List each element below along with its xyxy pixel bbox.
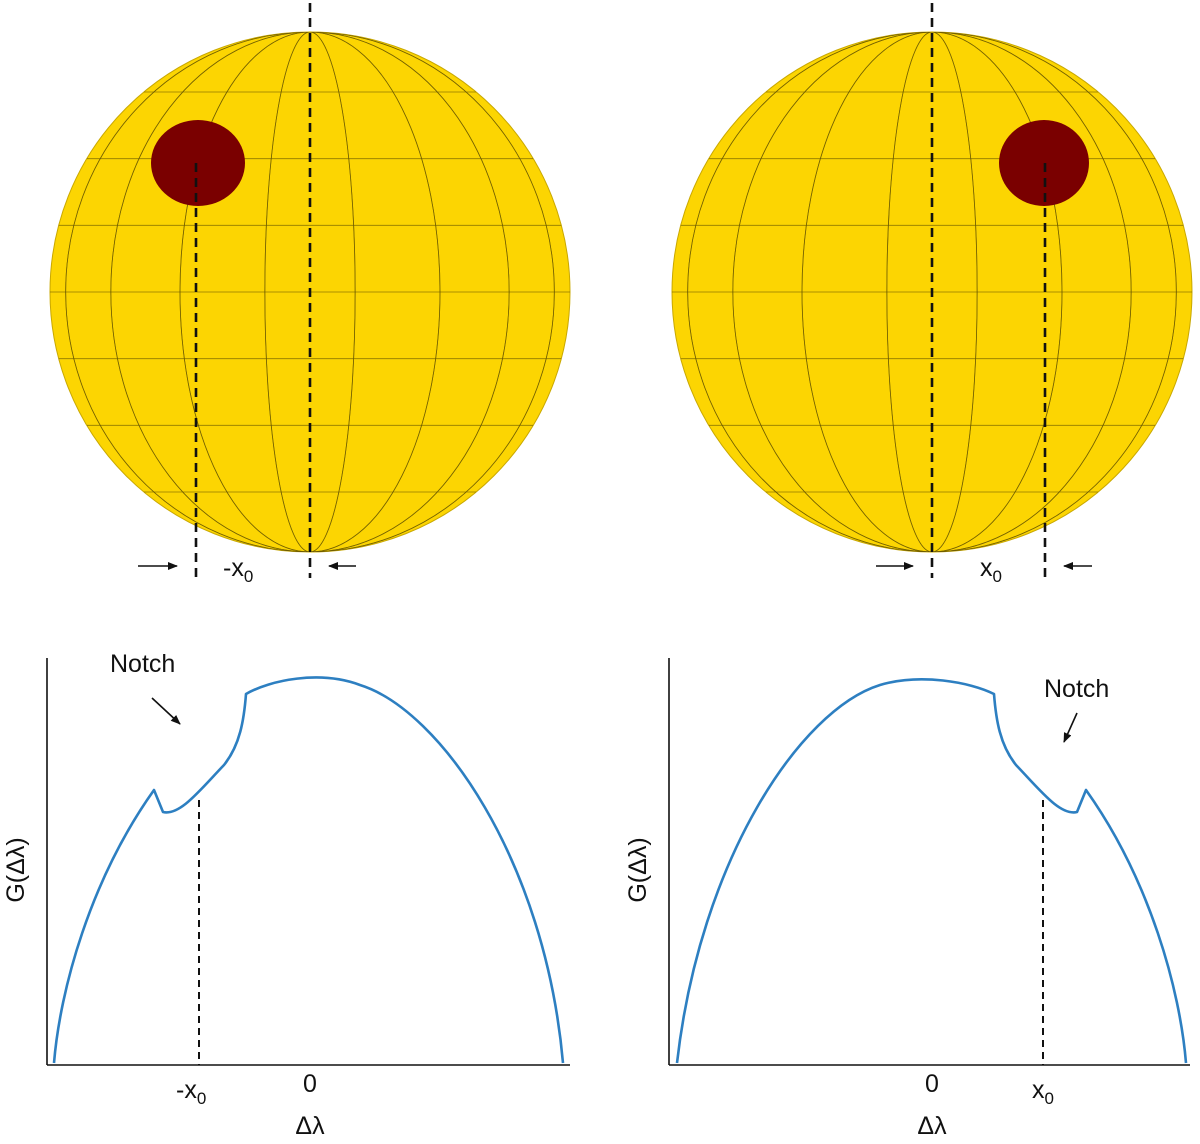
star-right: x0: [671, 3, 1193, 586]
tick-label-zero: 0: [303, 1070, 317, 1098]
longitude-line: [886, 32, 978, 552]
tick-label-x0: x0: [1032, 1076, 1054, 1108]
profile-plot-left: Notch G(Δλ) -x0 0 Δλ: [2, 650, 570, 1140]
line-profile-curve: [675, 678, 1188, 1064]
tick-label-minus-x0: -x0: [176, 1076, 206, 1108]
longitude-line: [65, 32, 555, 552]
offset-label: -x0: [223, 554, 253, 586]
longitude-line: [732, 32, 1132, 552]
longitude-line: [801, 32, 1063, 552]
x-axis-label: Δλ: [295, 1112, 325, 1140]
longitude-line: [264, 32, 356, 552]
notch-arrow: [1063, 712, 1078, 743]
tick-label-zero: 0: [925, 1070, 939, 1098]
profile-plot-right: Notch G(Δλ) 0 x0 Δλ: [624, 658, 1190, 1140]
star-left: -x0: [49, 3, 571, 586]
y-axis-label: G(Δλ): [624, 837, 652, 902]
x-axis-label: Δλ: [917, 1112, 947, 1140]
longitude-line: [687, 32, 1177, 552]
longitude-line: [110, 32, 510, 552]
star-grid: [50, 32, 570, 552]
longitude-line: [179, 32, 441, 552]
notch-label: Notch: [110, 650, 175, 678]
starspot: [151, 120, 245, 206]
notch-arrow: [151, 697, 181, 725]
offset-label: x0: [980, 554, 1002, 586]
line-profile-curve: [52, 676, 565, 1064]
notch-label: Notch: [1044, 675, 1109, 703]
y-axis-label: G(Δλ): [2, 837, 30, 902]
